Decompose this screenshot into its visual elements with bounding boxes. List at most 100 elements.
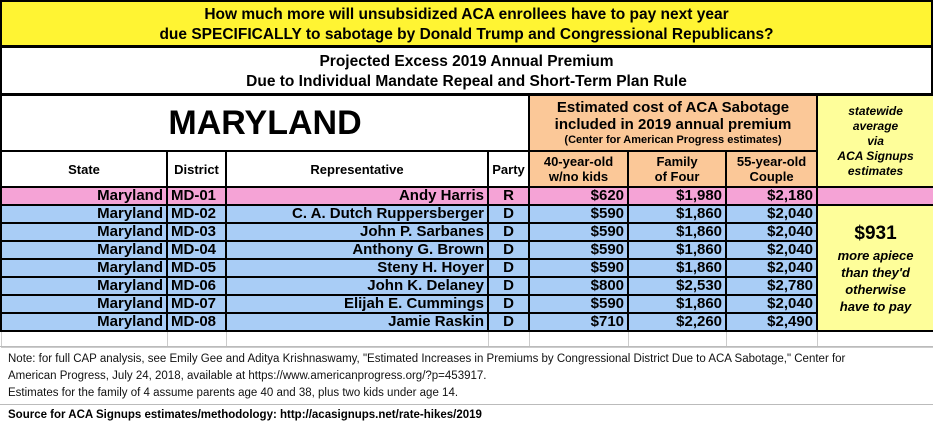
cell-district: MD-07 (166, 294, 227, 314)
cell-party: D (486, 312, 531, 332)
cell-party: D (486, 222, 531, 242)
cell-district: MD-02 (166, 204, 227, 224)
cell-single: $590 (528, 222, 630, 242)
cell-rep: Elijah E. Cummings (225, 294, 489, 314)
cost-header-line-2: included in 2019 annual premium (554, 116, 792, 133)
cell-rep: C. A. Dutch Ruppersberger (225, 204, 489, 224)
premium-table: MARYLAND Estimated cost of ACA Sabotage … (0, 94, 933, 348)
cell-state: Maryland (0, 222, 168, 242)
side-header-line: ACA Signups (837, 148, 914, 163)
col-couple-line: 55-year-old (736, 154, 807, 169)
cell-state: Maryland (0, 204, 168, 224)
cell-couple: $2,780 (725, 276, 819, 296)
footnote: Note: for full CAP analysis, see Emily G… (0, 346, 933, 405)
col-district: District (166, 150, 227, 188)
cell-state: Maryland (0, 258, 168, 278)
cell-family: $2,260 (627, 312, 728, 332)
note-line-2: American Progress, July 24, 2018, availa… (8, 370, 487, 382)
col-single-line: w/no kids (548, 169, 609, 184)
side-blank (816, 186, 933, 206)
cell-couple: $2,040 (725, 204, 819, 224)
state-title: MARYLAND (0, 94, 531, 152)
col-single: 40-year-old w/no kids (528, 150, 630, 188)
subtitle-line-2: Due to Individual Mandate Repeal and Sho… (246, 73, 687, 90)
cell-district: MD-04 (166, 240, 227, 260)
cell-family: $1,860 (627, 222, 728, 242)
cell-single: $590 (528, 294, 630, 314)
table-row: Maryland MD-07 Elijah E. Cummings D $590 $1,8… (0, 294, 933, 314)
cell-family: $1,860 (627, 204, 728, 224)
col-family-line: Family (656, 154, 698, 169)
table-row: Maryland MD-03 John P. Sarbanes D $590 $1,860… (0, 222, 933, 242)
col-state: State (0, 150, 168, 188)
table-row: Maryland MD-08 Jamie Raskin D $710 $2,260 $2,4… (0, 312, 933, 332)
cell-party: D (486, 240, 531, 260)
table-row: Maryland MD-05 Steny H. Hoyer D $590 $1,860 $2… (0, 258, 933, 278)
note-line-3: Estimates for the family of 4 assume par… (8, 387, 459, 399)
cell-party: D (486, 258, 531, 278)
col-single-line: 40-year-old (543, 154, 614, 169)
cell-single: $620 (528, 186, 630, 206)
average-text: otherwise (845, 282, 906, 297)
subtitle-line-1: Projected Excess 2019 Annual Premium (319, 53, 614, 70)
table-row: Maryland MD-06 John K. Delaney D $800 $2,530 $… (0, 276, 933, 296)
cell-district: MD-08 (166, 312, 227, 332)
cell-state: Maryland (0, 294, 168, 314)
cell-rep: Steny H. Hoyer (225, 258, 489, 278)
cost-header-line-3: (Center for American Progress estimates) (564, 134, 782, 146)
cell-single: $590 (528, 258, 630, 278)
side-header: statewide average via ACA Signups estima… (816, 94, 933, 188)
title-line-1: How much more will unsubsidized ACA enro… (204, 6, 729, 23)
cell-state: Maryland (0, 276, 168, 296)
average-text: have to pay (839, 299, 912, 314)
cell-single: $710 (528, 312, 630, 332)
cell-single: $800 (528, 276, 630, 296)
cell-party: R (486, 186, 531, 206)
cell-couple: $2,040 (725, 240, 819, 260)
side-header-line: average (852, 118, 899, 133)
col-family: Family of Four (627, 150, 728, 188)
cell-rep: John P. Sarbanes (225, 222, 489, 242)
statewide-average: $931 more apiece than they'd otherwise have … (816, 204, 933, 332)
table-row: Maryland MD-04 Anthony G. Brown D $590 $1,860… (0, 240, 933, 260)
col-couple-line: Couple (749, 169, 794, 184)
cell-district: MD-06 (166, 276, 227, 296)
cell-party: D (486, 204, 531, 224)
cell-district: MD-01 (166, 186, 227, 206)
cost-header-line-1: Estimated cost of ACA Sabotage (556, 99, 790, 116)
col-couple: 55-year-old Couple (725, 150, 819, 188)
cell-family: $1,860 (627, 240, 728, 260)
table-row: Maryland MD-02 C. A. Dutch Ruppersberger D $… (0, 204, 933, 332)
cell-couple: $2,040 (725, 222, 819, 242)
cell-couple: $2,180 (725, 186, 819, 206)
table-row: Maryland MD-01 Andy Harris R $620 $1,980 $2,18… (0, 186, 933, 206)
cell-couple: $2,040 (725, 294, 819, 314)
cost-header: Estimated cost of ACA Sabotage included … (528, 94, 819, 152)
cell-family: $1,860 (627, 294, 728, 314)
title-line-2: due SPECIFICALLY to sabotage by Donald T… (159, 26, 774, 43)
average-text: more apiece (837, 248, 914, 263)
cell-rep: Jamie Raskin (225, 312, 489, 332)
note-line-1: Note: for full CAP analysis, see Emily G… (8, 353, 846, 365)
side-header-line: statewide (848, 103, 903, 118)
cell-state: Maryland (0, 312, 168, 332)
cell-couple: $2,040 (725, 258, 819, 278)
col-family-line: of Four (654, 169, 700, 184)
average-text: than they'd (841, 265, 910, 280)
cell-rep: Anthony G. Brown (225, 240, 489, 260)
cell-single: $590 (528, 240, 630, 260)
cell-state: Maryland (0, 240, 168, 260)
cell-state: Maryland (0, 186, 168, 206)
cell-single: $590 (528, 204, 630, 224)
cell-rep: John K. Delaney (225, 276, 489, 296)
cell-couple: $2,490 (725, 312, 819, 332)
source-note: Source for ACA Signups estimates/methodo… (8, 409, 482, 421)
col-representative: Representative (225, 150, 489, 188)
cell-party: D (486, 276, 531, 296)
cell-family: $1,860 (627, 258, 728, 278)
cell-family: $2,530 (627, 276, 728, 296)
main-title: How much more will unsubsidized ACA enro… (0, 0, 933, 47)
cell-family: $1,980 (627, 186, 728, 206)
side-header-line: estimates (847, 163, 904, 178)
cell-district: MD-03 (166, 222, 227, 242)
